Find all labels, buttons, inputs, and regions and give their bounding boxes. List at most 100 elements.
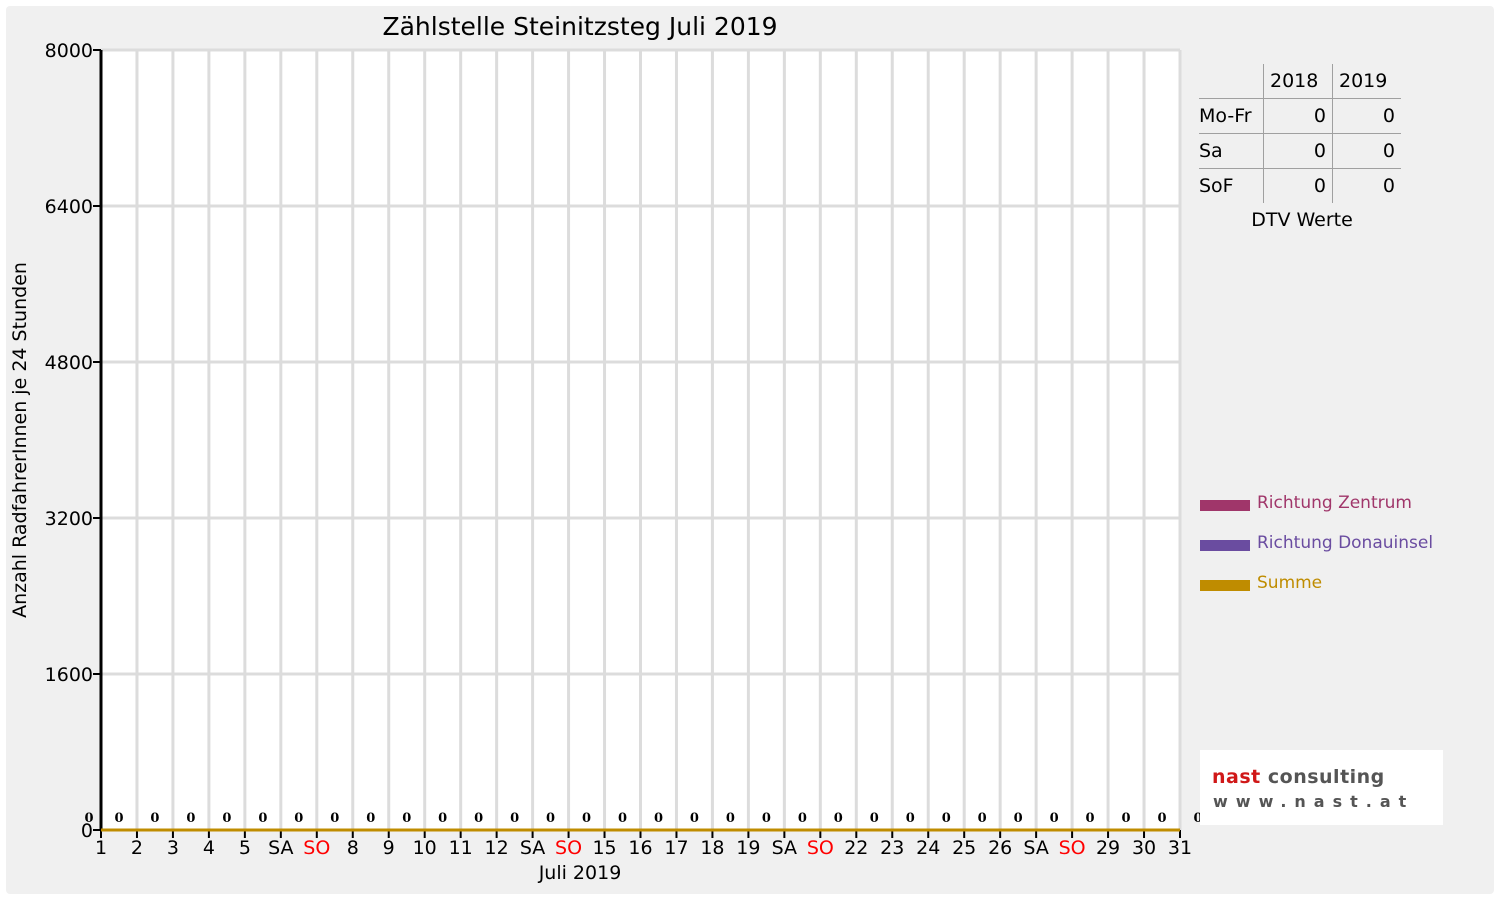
x-tick-label: 22	[844, 837, 868, 859]
x-tick-label: 25	[952, 837, 976, 859]
x-tick-label: SO	[1059, 837, 1086, 859]
x-tick-label: 18	[700, 837, 724, 859]
data-label: 0	[474, 811, 483, 826]
dtv-row-label: SoF	[1199, 168, 1264, 203]
data-label: 0	[114, 811, 123, 826]
data-label: 0	[834, 811, 843, 826]
x-tick-label: SA	[772, 837, 797, 859]
data-label: 0	[546, 811, 555, 826]
dtv-caption: DTV Werte	[1251, 209, 1353, 231]
legend-label: Summe	[1257, 573, 1323, 593]
dtv-value: 0	[1263, 98, 1333, 134]
data-label: 0	[978, 811, 987, 826]
dtv-table: 2018 2019 Mo-Fr 0 0 Sa 0 0 SoF 0 0	[1199, 64, 1401, 203]
data-label: 0	[1050, 811, 1059, 826]
dtv-value: 0	[1332, 98, 1401, 134]
data-label: 0	[150, 811, 159, 826]
data-label: 0	[258, 811, 267, 826]
dtv-row: Mo-Fr 0 0	[1199, 98, 1401, 134]
data-label: 0	[402, 811, 411, 826]
y-tick-label: 8000	[45, 40, 93, 62]
data-label: 0	[654, 811, 663, 826]
y-tick-label: 6400	[45, 196, 93, 218]
x-tick-label: 19	[736, 837, 760, 859]
logo-brand-second: consulting	[1267, 766, 1385, 788]
data-label: 0	[690, 811, 699, 826]
dtv-row: SoF 0 0	[1199, 168, 1401, 203]
x-tick-label: 8	[347, 837, 359, 859]
x-axis-label: Juli 2019	[538, 862, 622, 884]
x-tick-label: 10	[413, 837, 437, 859]
data-label: 0	[906, 811, 915, 826]
data-label: 0	[942, 811, 951, 826]
x-tick-label: 3	[167, 837, 179, 859]
legend-swatch	[1200, 500, 1250, 511]
x-tick-label: SA	[268, 837, 293, 859]
x-tick-label: SO	[555, 837, 582, 859]
chart-title: Zählstelle Steinitzsteg Juli 2019	[382, 12, 778, 41]
y-tick-label: 0	[81, 820, 93, 842]
logo-url: www.nast.at	[1213, 792, 1415, 811]
dtv-value: 0	[1332, 168, 1401, 203]
company-logo: nast consulting www.nast.at	[1200, 750, 1443, 825]
data-label: 0	[618, 811, 627, 826]
data-label: 0	[762, 811, 771, 826]
x-tick-label: 11	[449, 837, 473, 859]
dtv-row: Sa 0 0	[1199, 133, 1401, 169]
legend-label: Richtung Donauinsel	[1257, 533, 1434, 553]
dtv-row-label: Mo-Fr	[1199, 98, 1264, 134]
data-label: 0	[330, 811, 339, 826]
data-label: 0	[870, 811, 879, 826]
data-label: 0	[1193, 811, 1202, 826]
legend-label: Richtung Zentrum	[1257, 493, 1412, 513]
data-label: 0	[186, 811, 195, 826]
dtv-corner-cell	[1199, 64, 1264, 99]
x-tick-label: SA	[520, 837, 545, 859]
x-tick-label: 30	[1132, 837, 1156, 859]
x-tick-label: 4	[203, 837, 215, 859]
x-tick-label: 12	[485, 837, 509, 859]
dtv-row-label: Sa	[1199, 133, 1264, 169]
data-label: 0	[510, 811, 519, 826]
data-label: 0	[1157, 811, 1166, 826]
y-axis-label: Anzahl RadfahrerInnen je 24 Stunden	[9, 262, 31, 618]
data-label: 0	[1086, 811, 1095, 826]
x-tick-label: 15	[592, 837, 616, 859]
logo-brand-first: nast	[1212, 766, 1261, 788]
y-tick-label: 4800	[45, 352, 93, 374]
data-label: 0	[1014, 811, 1023, 826]
data-label: 0	[438, 811, 447, 826]
legend-swatch	[1200, 540, 1250, 551]
dtv-value: 0	[1263, 133, 1333, 169]
x-tick-label: 24	[916, 837, 940, 859]
x-tick-label: SO	[807, 837, 834, 859]
data-label: 0	[222, 811, 231, 826]
dtv-header-row: 2018 2019	[1199, 64, 1401, 99]
dtv-value: 0	[1263, 168, 1333, 203]
data-label: 0	[294, 811, 303, 826]
data-label: 0	[1122, 811, 1131, 826]
x-tick-label: 31	[1168, 837, 1192, 859]
legend-swatch	[1200, 580, 1250, 591]
y-tick-label: 1600	[45, 664, 93, 686]
data-label: 0	[84, 811, 93, 826]
dtv-value: 0	[1332, 133, 1401, 169]
data-label: 0	[366, 811, 375, 826]
x-tick-label: 5	[239, 837, 251, 859]
x-tick-label: 23	[880, 837, 904, 859]
x-tick-label: 29	[1096, 837, 1120, 859]
data-label: 0	[726, 811, 735, 826]
x-tick-label: SO	[303, 837, 330, 859]
x-tick-label: 26	[988, 837, 1012, 859]
x-tick-label: 2	[131, 837, 143, 859]
x-tick-label: 9	[383, 837, 395, 859]
dtv-year-header: 2018	[1263, 64, 1333, 99]
data-label: 0	[798, 811, 807, 826]
data-label: 0	[582, 811, 591, 826]
x-tick-label: 16	[628, 837, 652, 859]
x-tick-label: 17	[664, 837, 688, 859]
x-tick-label: SA	[1023, 837, 1048, 859]
y-tick-label: 3200	[45, 508, 93, 530]
dtv-year-header: 2019	[1332, 64, 1401, 99]
